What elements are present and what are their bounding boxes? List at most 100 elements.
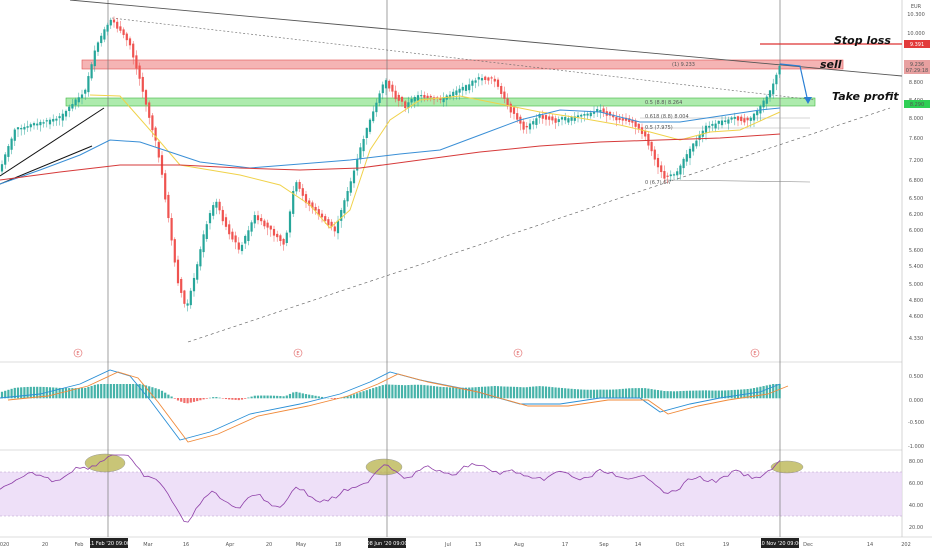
candle-body bbox=[484, 77, 486, 80]
macd-bar bbox=[555, 387, 557, 398]
candle-body bbox=[238, 242, 240, 249]
candle-body bbox=[206, 224, 208, 239]
macd-bar bbox=[529, 387, 531, 398]
macd-bar bbox=[497, 386, 499, 398]
candle-body bbox=[417, 95, 419, 100]
candle-body bbox=[670, 174, 672, 176]
macd-bar bbox=[33, 387, 35, 398]
candle-body bbox=[270, 226, 272, 230]
candle-body bbox=[116, 22, 118, 29]
candle-body bbox=[420, 95, 422, 96]
candle-body bbox=[558, 119, 560, 122]
price-tick-label: 10.300 bbox=[907, 12, 925, 18]
candle-body bbox=[46, 120, 48, 121]
candle-body bbox=[427, 96, 429, 98]
candle-body bbox=[119, 26, 121, 30]
candle-body bbox=[548, 116, 550, 119]
candle-body bbox=[462, 87, 464, 90]
candle-body bbox=[183, 291, 185, 304]
time-tick-label: 14 bbox=[635, 542, 641, 548]
candle-body bbox=[478, 77, 480, 79]
candle-body bbox=[135, 55, 137, 68]
price-tick-label: 7.200 bbox=[909, 158, 923, 164]
candle-body bbox=[356, 159, 358, 170]
candle-body bbox=[81, 94, 83, 98]
candle-body bbox=[679, 166, 681, 175]
time-tick-label: 202 bbox=[901, 542, 911, 548]
price-tick-label: 5.000 bbox=[909, 282, 923, 288]
macd-bar bbox=[356, 393, 358, 398]
macd-bar bbox=[558, 388, 560, 399]
macd-bar bbox=[443, 387, 445, 398]
candle-body bbox=[657, 158, 659, 167]
take-profit-label: Take profit bbox=[832, 90, 899, 103]
macd-bar bbox=[382, 385, 384, 398]
candle-body bbox=[753, 114, 755, 121]
candle-body bbox=[523, 122, 525, 130]
macd-bar bbox=[251, 397, 253, 399]
candle-body bbox=[7, 146, 9, 157]
candle-body bbox=[251, 222, 253, 231]
macd-bar bbox=[113, 384, 115, 398]
macd-bar bbox=[398, 385, 400, 398]
date-tag-feb-text: 11 Feb '20 09:00 bbox=[88, 541, 130, 547]
time-tick-label: Apr bbox=[226, 542, 236, 548]
candle-body bbox=[279, 235, 281, 241]
candle-body bbox=[398, 95, 400, 101]
time-tick-label: Aug bbox=[514, 542, 524, 548]
time-tick-label: Dec bbox=[803, 542, 813, 548]
macd-bar bbox=[769, 385, 771, 399]
candle-body bbox=[587, 114, 589, 116]
candle-body bbox=[580, 115, 582, 117]
macd-bar bbox=[257, 396, 259, 399]
candle-body bbox=[49, 120, 51, 125]
candle-body bbox=[289, 211, 291, 232]
candle-body bbox=[497, 80, 499, 87]
candle-body bbox=[529, 123, 531, 129]
macd-bar bbox=[686, 391, 688, 399]
candle-body bbox=[11, 139, 13, 150]
candle-body bbox=[267, 223, 269, 228]
macd-tick-label: -0.500 bbox=[908, 420, 924, 426]
rsi-highlight-3 bbox=[771, 461, 803, 473]
candle-body bbox=[43, 122, 45, 123]
earnings-marker-label: E bbox=[516, 351, 519, 357]
macd-bar bbox=[628, 388, 630, 398]
macd-bar bbox=[305, 394, 307, 398]
candle-body bbox=[692, 143, 694, 151]
candle-body bbox=[180, 279, 182, 293]
macd-bar bbox=[395, 385, 397, 398]
macd-bar bbox=[526, 387, 528, 398]
price-tick-label: 6.200 bbox=[909, 212, 923, 218]
fib-label-5: 0 (6.7) 6.7 bbox=[645, 180, 671, 186]
candle-body bbox=[654, 150, 656, 160]
macd-bar bbox=[267, 396, 269, 399]
candle-body bbox=[353, 171, 355, 184]
macd-bar bbox=[705, 390, 707, 398]
price-tick-label: 4.330 bbox=[909, 336, 923, 342]
time-tick-label: 16 bbox=[183, 542, 189, 548]
currency-label: EUR bbox=[911, 4, 922, 10]
macd-bar bbox=[427, 385, 429, 398]
macd-bar bbox=[609, 390, 611, 399]
macd-layer bbox=[0, 370, 788, 442]
candle-body bbox=[404, 101, 406, 108]
macd-bar bbox=[180, 398, 182, 402]
macd-bar bbox=[574, 389, 576, 398]
macd-bar bbox=[260, 396, 262, 399]
candle-body bbox=[276, 234, 278, 237]
macd-bar bbox=[673, 391, 675, 398]
candle-body bbox=[247, 230, 249, 241]
macd-bar bbox=[379, 386, 381, 398]
candle-body bbox=[177, 260, 179, 284]
macd-bar bbox=[311, 395, 313, 398]
candle-body bbox=[215, 202, 217, 208]
macd-bar bbox=[123, 384, 125, 398]
candle-body bbox=[33, 123, 35, 125]
candle-body bbox=[689, 149, 691, 158]
macd-bar bbox=[718, 391, 720, 399]
macd-bar bbox=[129, 384, 131, 398]
macd-bar bbox=[283, 396, 285, 398]
macd-bar bbox=[683, 391, 685, 398]
